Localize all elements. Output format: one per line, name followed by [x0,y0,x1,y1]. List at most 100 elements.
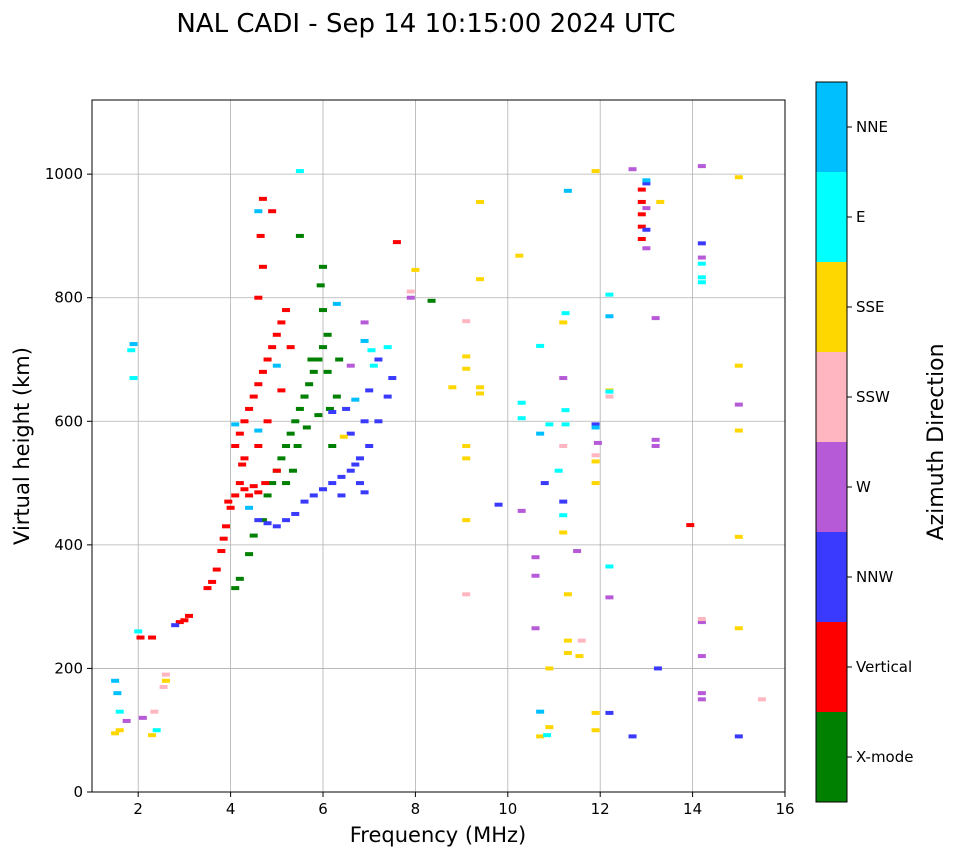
colorbar: X-mode Vertical NNW W SSW SSE E NNE [815,81,913,803]
data-point [346,363,355,368]
series-sse [111,169,743,739]
data-point [517,416,526,421]
y-tick-label: 600 [54,412,83,430]
data-point [355,481,364,486]
data-point [282,308,291,313]
data-point [212,567,221,572]
colorbar-swatch [816,82,847,172]
data-point [328,481,337,486]
data-point [360,320,369,325]
x-axis-ticks: 2 4 6 8 10 12 14 16 [133,792,795,818]
data-point [697,691,706,696]
colorbar-swatch [816,712,847,802]
data-point [152,728,161,733]
data-point [203,586,212,591]
data-point [515,253,524,258]
data-point [337,474,346,479]
data-point [148,635,157,640]
data-point [697,617,706,621]
data-point [240,456,249,461]
data-point [134,629,143,634]
data-point [113,691,122,696]
data-point [217,549,226,554]
data-point [249,484,258,489]
data-point [302,425,311,430]
plot-area [92,100,785,792]
y-tick-label: 1000 [45,165,83,183]
data-point [517,400,526,405]
y-axis-label: Virtual height (km) [10,347,34,545]
data-point [325,406,334,411]
data-point [272,363,281,368]
data-point [686,523,695,528]
data-point [185,613,194,618]
plot-frame [91,99,786,793]
data-point [637,237,646,242]
data-point [476,385,485,390]
y-axis-ticks: 0 200 400 600 800 1000 [45,165,92,801]
data-point [757,697,766,702]
data-point [288,468,297,473]
data-point [573,549,582,554]
data-point [219,536,228,541]
colorbar-frame [815,81,848,803]
data-point [136,635,145,640]
data-point [282,518,291,523]
colorbar-swatch [816,442,847,532]
data-point [295,406,304,411]
data-point [462,592,471,597]
data-marks [111,164,766,739]
data-point [543,733,552,738]
data-point [637,199,646,204]
data-point [427,298,436,303]
colorbar-swatch [816,172,847,262]
data-point [319,264,327,269]
x-tick-label: 10 [498,800,517,818]
series-nnw [171,181,743,739]
data-point [360,490,369,495]
data-point [342,406,351,411]
data-point [697,275,706,280]
data-point [628,167,637,172]
grid-lines [92,100,785,792]
data-point [563,592,572,597]
data-point [346,468,355,473]
data-point [319,345,327,350]
data-point [258,369,267,374]
data-point [476,199,485,204]
data-point [305,382,314,387]
data-point [328,410,337,415]
data-point [332,301,341,306]
data-point [335,357,344,362]
data-point [536,734,545,739]
data-point [651,437,660,442]
data-point [367,348,376,353]
data-point [258,518,267,523]
data-point [697,620,706,625]
data-point [369,363,378,368]
y-tick-label: 200 [54,659,83,677]
x-axis-label: Frequency (MHz) [350,823,526,847]
data-point [637,224,646,229]
data-point [245,552,254,557]
data-point [656,199,665,204]
data-point [323,332,332,337]
data-point [462,518,471,523]
data-point [406,289,415,294]
series-w [122,164,743,723]
data-point [231,422,240,427]
data-point [235,576,244,581]
data-point [605,292,614,297]
data-point [605,564,614,569]
data-point [365,444,374,448]
data-point [263,357,272,362]
x-tick-label: 4 [226,800,236,818]
data-point [642,246,651,251]
x-tick-label: 6 [318,800,328,818]
data-point [476,391,485,396]
data-point [605,710,614,715]
x-tick-label: 14 [683,800,702,818]
colorbar-label: NNE [856,118,888,136]
data-point [263,419,272,424]
data-point [332,394,341,399]
